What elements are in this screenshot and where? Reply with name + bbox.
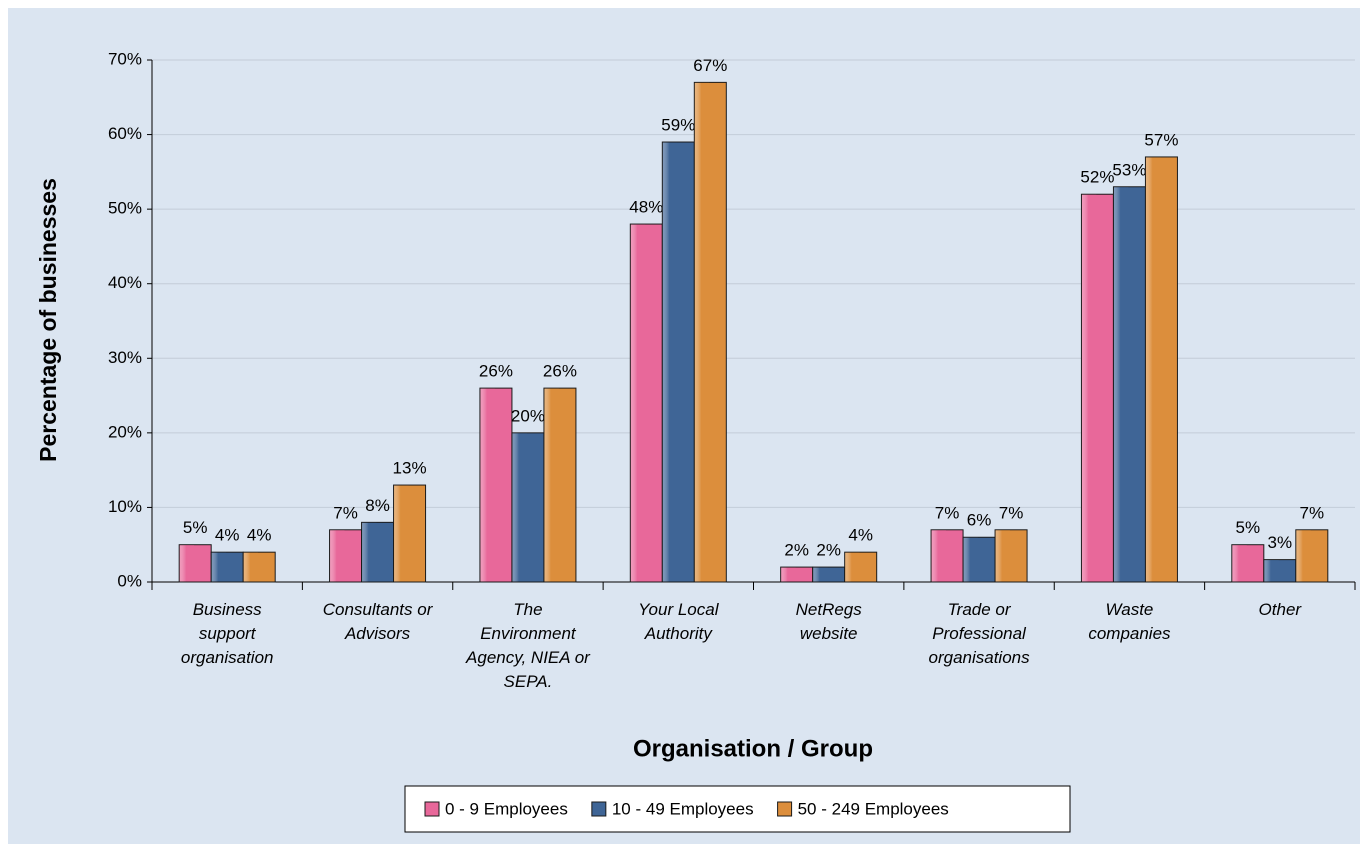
data-label: 4% [215,526,240,545]
bar [1231,544,1265,583]
data-label: 7% [333,503,358,522]
bar [329,529,363,583]
x-tick-label: NetRegs website [795,600,862,643]
data-label: 4% [247,526,272,545]
x-tick-label: Other [1258,600,1302,619]
y-tick-label: 40% [108,273,142,292]
legend-box [404,785,1071,833]
bar [1263,559,1297,583]
x-tick-label: Trade or Professional organisations [928,600,1030,667]
x-tick-label: Your Local Authority [638,600,719,643]
y-tick-label: 70% [108,49,142,68]
y-tick-label: 20% [108,422,142,441]
data-label: 67% [693,56,727,75]
data-label: 5% [183,518,208,537]
data-label: 7% [935,503,960,522]
data-label: 52% [1080,168,1114,187]
data-label: 48% [629,198,663,217]
bar [242,551,276,583]
legend-label: 50 - 249 Employees [798,799,949,818]
bar [1112,186,1146,583]
bar [543,387,577,583]
data-label: 7% [999,503,1024,522]
data-label: 6% [967,511,992,530]
legend-swatch [424,801,440,817]
bar [210,551,244,583]
legend-swatch [591,801,607,817]
bar [1080,193,1114,583]
x-tick-label: Business support organisation [180,600,274,667]
data-label: 59% [661,116,695,135]
bar [361,521,395,583]
y-tick-label: 10% [108,497,142,516]
data-label: 2% [816,541,841,560]
bar [930,529,964,583]
legend-label: 10 - 49 Employees [612,799,754,818]
bar [1144,156,1178,583]
data-label: 5% [1236,518,1261,537]
bar [780,566,814,583]
legend-label: 0 - 9 Employees [445,799,568,818]
bar [812,566,846,583]
bar [994,529,1028,583]
data-label: 20% [511,406,545,425]
x-tick-label: The Environment Agency, NIEA or SEPA. [466,600,590,691]
data-label: 8% [365,496,390,515]
x-tick-label: Consultants or Advisors [322,600,433,643]
bar [962,536,996,583]
x-tick-label: Waste companies [1088,600,1171,643]
data-label: 13% [393,459,427,478]
y-tick-label: 0% [117,571,142,590]
legend-swatch [777,801,793,817]
bar [661,141,695,583]
bar [511,432,545,583]
data-label: 2% [784,541,809,560]
bar [1295,529,1329,583]
bar [844,551,878,583]
y-axis-title: Percentage of businesses [35,178,61,462]
data-label: 7% [1300,503,1325,522]
bar [629,223,663,583]
data-label: 3% [1268,533,1293,552]
x-axis-title: Organisation / Group [633,735,873,762]
bar [479,387,513,583]
y-tick-label: 50% [108,199,142,218]
data-label: 57% [1144,130,1178,149]
data-label: 4% [848,526,873,545]
y-tick-label: 30% [108,348,142,367]
bar [178,544,212,583]
data-label: 26% [543,362,577,381]
data-label: 26% [479,362,513,381]
bar [693,81,727,583]
y-tick-label: 60% [108,124,142,143]
bar [393,484,427,583]
data-label: 53% [1112,160,1146,179]
